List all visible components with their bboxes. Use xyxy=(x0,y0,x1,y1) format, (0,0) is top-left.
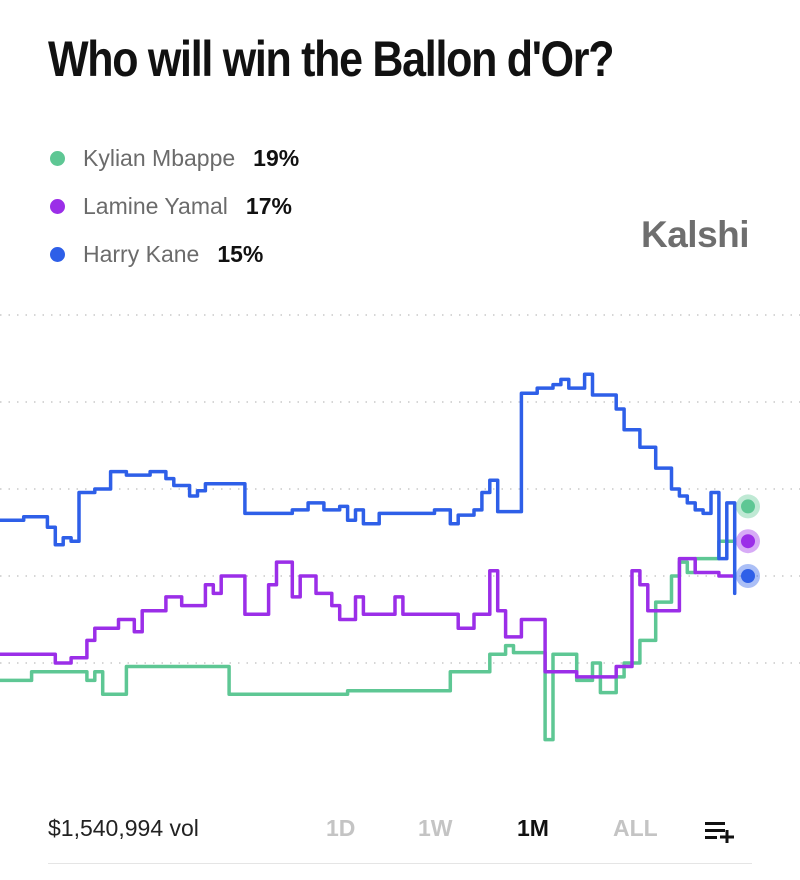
legend-dot-kane xyxy=(50,246,65,262)
legend-item-mbappe[interactable]: Kylian Mbappe 19% xyxy=(48,134,299,182)
chart-footer: $1,540,994 vol 1D 1W 1M ALL xyxy=(48,805,752,853)
legend-item-yamal[interactable]: Lamine Yamal 17% xyxy=(48,182,299,230)
range-1w-button[interactable]: 1W xyxy=(418,815,453,841)
chart-legend: Kylian Mbappe 19% Lamine Yamal 17% Harry… xyxy=(48,134,299,278)
legend-dot-mbappe xyxy=(50,150,65,166)
page-title: Who will win the Ballon d'Or? xyxy=(48,31,615,87)
legend-name: Lamine Yamal xyxy=(83,192,228,219)
legend-name: Harry Kane xyxy=(83,240,200,267)
series-line-kylian-mbappe xyxy=(0,539,737,742)
range-all-button[interactable]: ALL xyxy=(613,815,658,841)
kalshi-logo: Kalshi xyxy=(641,214,750,255)
range-1d-button[interactable]: 1D xyxy=(326,815,356,841)
price-chart xyxy=(0,314,800,742)
volume-label: $1,540,994 vol xyxy=(48,815,199,841)
legend-value: 19% xyxy=(253,144,300,171)
end-marker-lamine-yamal[interactable] xyxy=(741,534,755,549)
legend-name: Kylian Mbappe xyxy=(83,144,236,171)
legend-dot-yamal xyxy=(50,198,65,214)
series-line-lamine-yamal xyxy=(0,556,737,679)
legend-item-kane[interactable]: Harry Kane 15% xyxy=(48,230,299,278)
list-add-icon[interactable] xyxy=(704,817,738,848)
end-marker-harry-kane[interactable] xyxy=(741,569,755,583)
footer-divider xyxy=(48,863,752,864)
end-marker-kylian-mbappe[interactable] xyxy=(741,499,755,514)
legend-value: 15% xyxy=(217,240,264,267)
series-line-harry-kane xyxy=(0,372,737,596)
range-1m-button[interactable]: 1M xyxy=(517,815,549,841)
legend-value: 17% xyxy=(245,192,292,219)
